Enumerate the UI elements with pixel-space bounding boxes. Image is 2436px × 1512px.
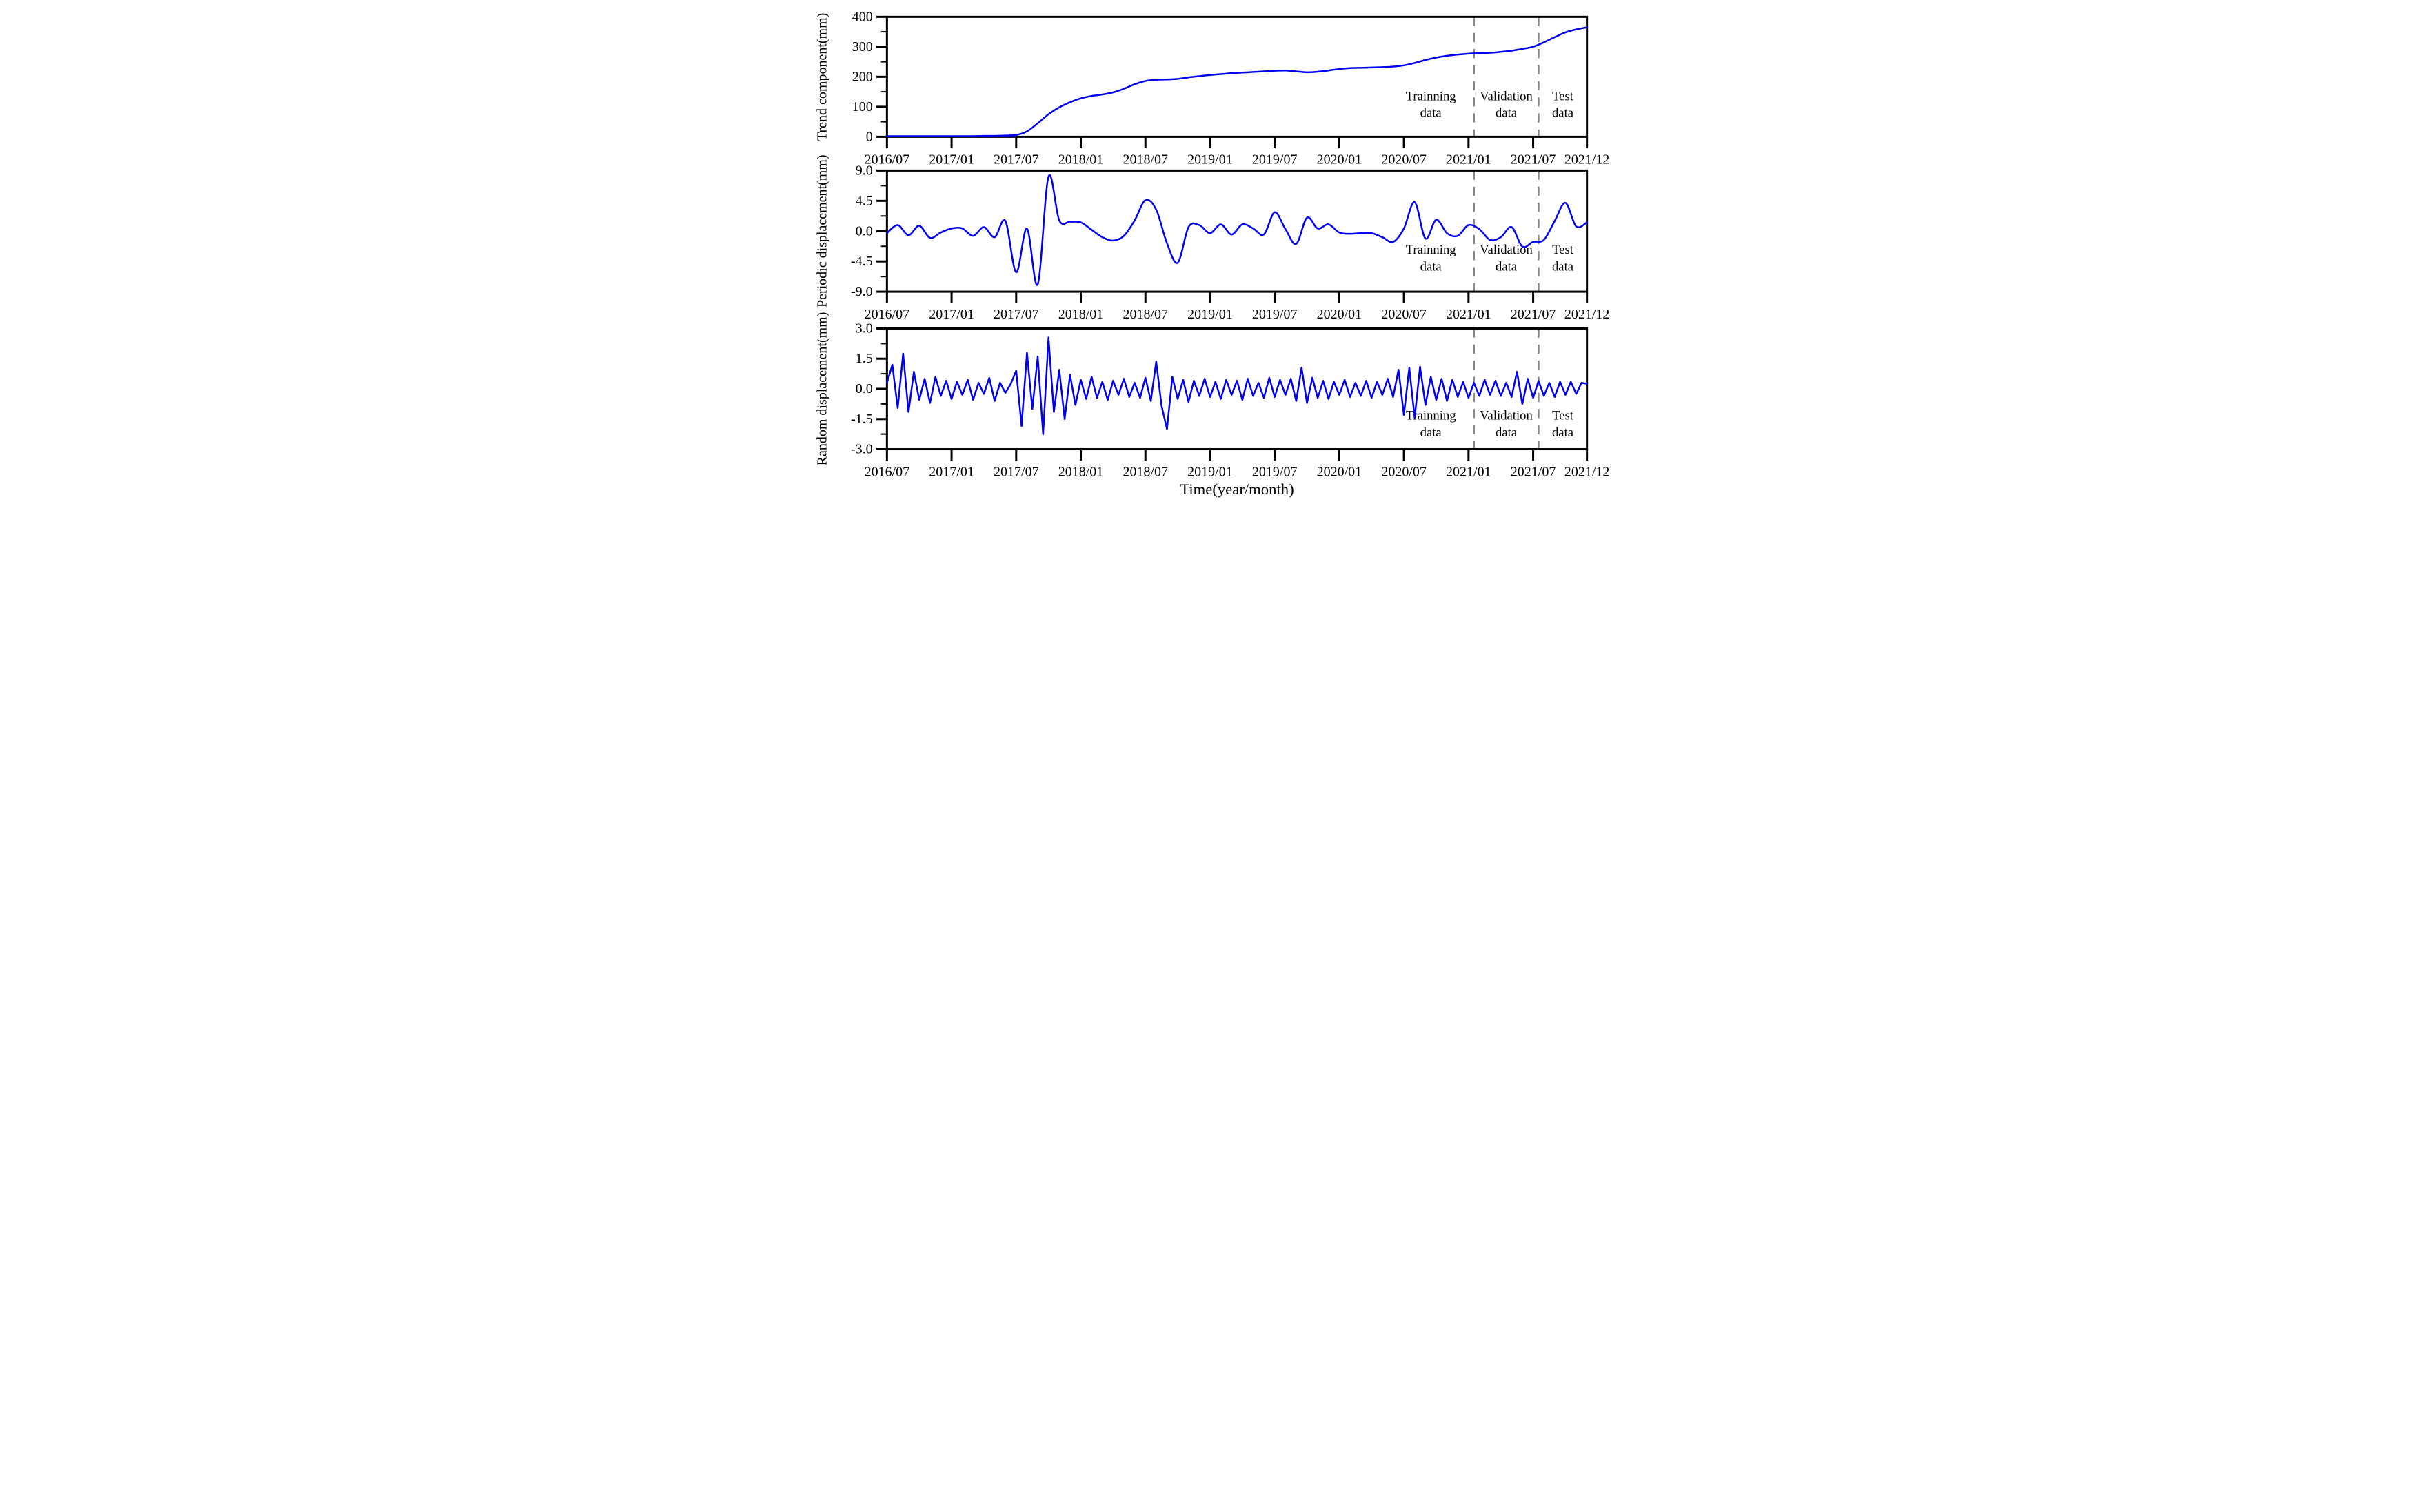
region-label-2: Validation (1480, 89, 1533, 103)
region-label-3-line2: data (1551, 425, 1573, 440)
x-tick-label: 2018/07 (1123, 307, 1168, 322)
x-tick-label: 2020/01 (1316, 464, 1362, 479)
x-tick-label: 2016/07 (864, 464, 909, 479)
chart-svg: Trainning data Validation data Test data 0 100 2… (814, 9, 1609, 498)
x-tick-label: 2018/01 (1058, 464, 1103, 479)
region-label-2-line2: data (1495, 425, 1517, 440)
region-label-1-line2: data (1420, 425, 1442, 440)
x-tick-label: 2017/07 (994, 152, 1039, 167)
x-tick-label: 2019/07 (1251, 464, 1297, 479)
x-tick-label: 2019/01 (1187, 464, 1233, 479)
x-tick-label: 2017/07 (994, 464, 1039, 479)
x-tick-label: 2018/01 (1058, 307, 1103, 322)
x-tick-label: 2020/01 (1316, 307, 1362, 322)
x-tick-label: 2017/07 (994, 307, 1039, 322)
x-axis-panel-2: 2016/07 2017/01 2017/07 2018/01 2018/07 2019/… (864, 292, 1609, 322)
x-tick-label: 2021/07 (1510, 152, 1556, 167)
y-tick-label: 200 (852, 69, 872, 84)
decomposition-figure: Trainning data Validation data Test data 0 100 2… (812, 0, 1624, 505)
x-tick-label: 2021/12 (1564, 307, 1609, 322)
x-tick-label: 2020/07 (1381, 152, 1427, 167)
region-label-3: Test (1552, 89, 1574, 103)
x-tick-label: 2021/12 (1564, 464, 1609, 479)
x-tick-label: 2021/07 (1510, 464, 1556, 479)
y-tick-label: -3.0 (851, 442, 873, 457)
region-label-1: Trainning (1405, 89, 1456, 103)
region-label-1-line2: data (1420, 106, 1442, 121)
region-label-2: Validation (1480, 409, 1533, 423)
x-tick-label: 2017/01 (929, 464, 974, 479)
y-axis-trend: 0 100 200 300 400 (852, 9, 887, 144)
x-tick-label: 2019/01 (1187, 307, 1233, 322)
axes-box (885, 15, 1588, 138)
y-tick-label: 3.0 (855, 321, 872, 336)
x-tick-label: 2019/07 (1251, 152, 1297, 167)
trend-curve (885, 26, 1588, 137)
periodic-curve (885, 174, 1588, 286)
panel-random: TrainningdataValidationdataTestdata-3.0-… (814, 312, 1609, 480)
y-axis-title-periodic: Periodic displacement(mm) (814, 154, 829, 308)
x-axis-panel-1: 2016/07 2017/01 2017/07 2018/01 2018/07 2019/… (864, 137, 1609, 167)
y-tick-label: -9.0 (851, 284, 873, 299)
y-tick-label: 300 (852, 39, 872, 54)
panel-trend: Trainning data Validation data Test data 0 100 2… (814, 9, 1609, 167)
x-tick-label: 2021/12 (1564, 152, 1609, 167)
region-label-1: Trainning (1405, 409, 1456, 423)
y-axis-title-trend: Trend component(mm) (814, 13, 829, 141)
x-tick-label: 2017/01 (929, 152, 974, 167)
y-tick-label: 100 (852, 99, 872, 114)
y-tick-label: 1.5 (855, 351, 872, 366)
x-tick-label: 2020/01 (1316, 152, 1362, 167)
x-tick-label: 2019/01 (1187, 152, 1233, 167)
y-tick-label: -4.5 (851, 254, 873, 269)
x-tick-label: 2016/07 (864, 152, 909, 167)
region-label-1-line2: data (1420, 259, 1442, 274)
x-tick-label: 2018/07 (1123, 152, 1168, 167)
x-axis-title: Time(year/month) (1180, 481, 1294, 498)
y-tick-label: 400 (852, 9, 872, 24)
y-axis-random: -3.0 -1.5 0.0 1.5 3.0 (851, 321, 887, 457)
region-label-3: Test (1552, 243, 1574, 257)
y-tick-label: 0 (865, 129, 872, 144)
region-label-2-line2: data (1495, 259, 1517, 274)
x-tick-label: 2021/01 (1446, 464, 1491, 479)
region-label-3: Test (1552, 409, 1574, 423)
x-tick-label: 2021/01 (1446, 307, 1491, 322)
y-tick-label: 0.0 (855, 223, 872, 239)
y-axis-title-random: Random displacement(mm) (814, 312, 829, 466)
y-tick-label: 0.0 (855, 381, 872, 396)
x-tick-label: 2020/07 (1381, 464, 1427, 479)
region-label-3-line2: data (1551, 259, 1573, 274)
x-tick-label: 2021/01 (1446, 152, 1491, 167)
region-label-3-line2: data (1551, 106, 1573, 121)
region-label-1: Trainning (1405, 243, 1456, 257)
y-tick-label: 9.0 (855, 163, 872, 178)
y-tick-label: 4.5 (855, 193, 872, 208)
region-label-2: Validation (1480, 243, 1533, 257)
region-label-2-line2: data (1495, 106, 1517, 121)
y-axis-periodic: -9.0 -4.5 0.0 4.5 9.0 (851, 163, 887, 299)
x-tick-label: 2021/07 (1510, 307, 1556, 322)
random-curve (885, 336, 1588, 435)
x-tick-label: 2017/01 (929, 307, 974, 322)
x-tick-label: 2018/01 (1058, 152, 1103, 167)
x-axis-panel-3: 2016/07 2017/01 2017/07 2018/01 2018/07 2019/… (864, 449, 1609, 479)
x-tick-label: 2020/07 (1381, 307, 1427, 322)
panel-periodic: TrainningdataValidationdataTestdata-9.0-… (814, 154, 1609, 322)
x-tick-label: 2019/07 (1251, 307, 1297, 322)
y-tick-label: -1.5 (851, 412, 873, 427)
x-tick-label: 2018/07 (1123, 464, 1168, 479)
x-tick-label: 2016/07 (864, 307, 909, 322)
